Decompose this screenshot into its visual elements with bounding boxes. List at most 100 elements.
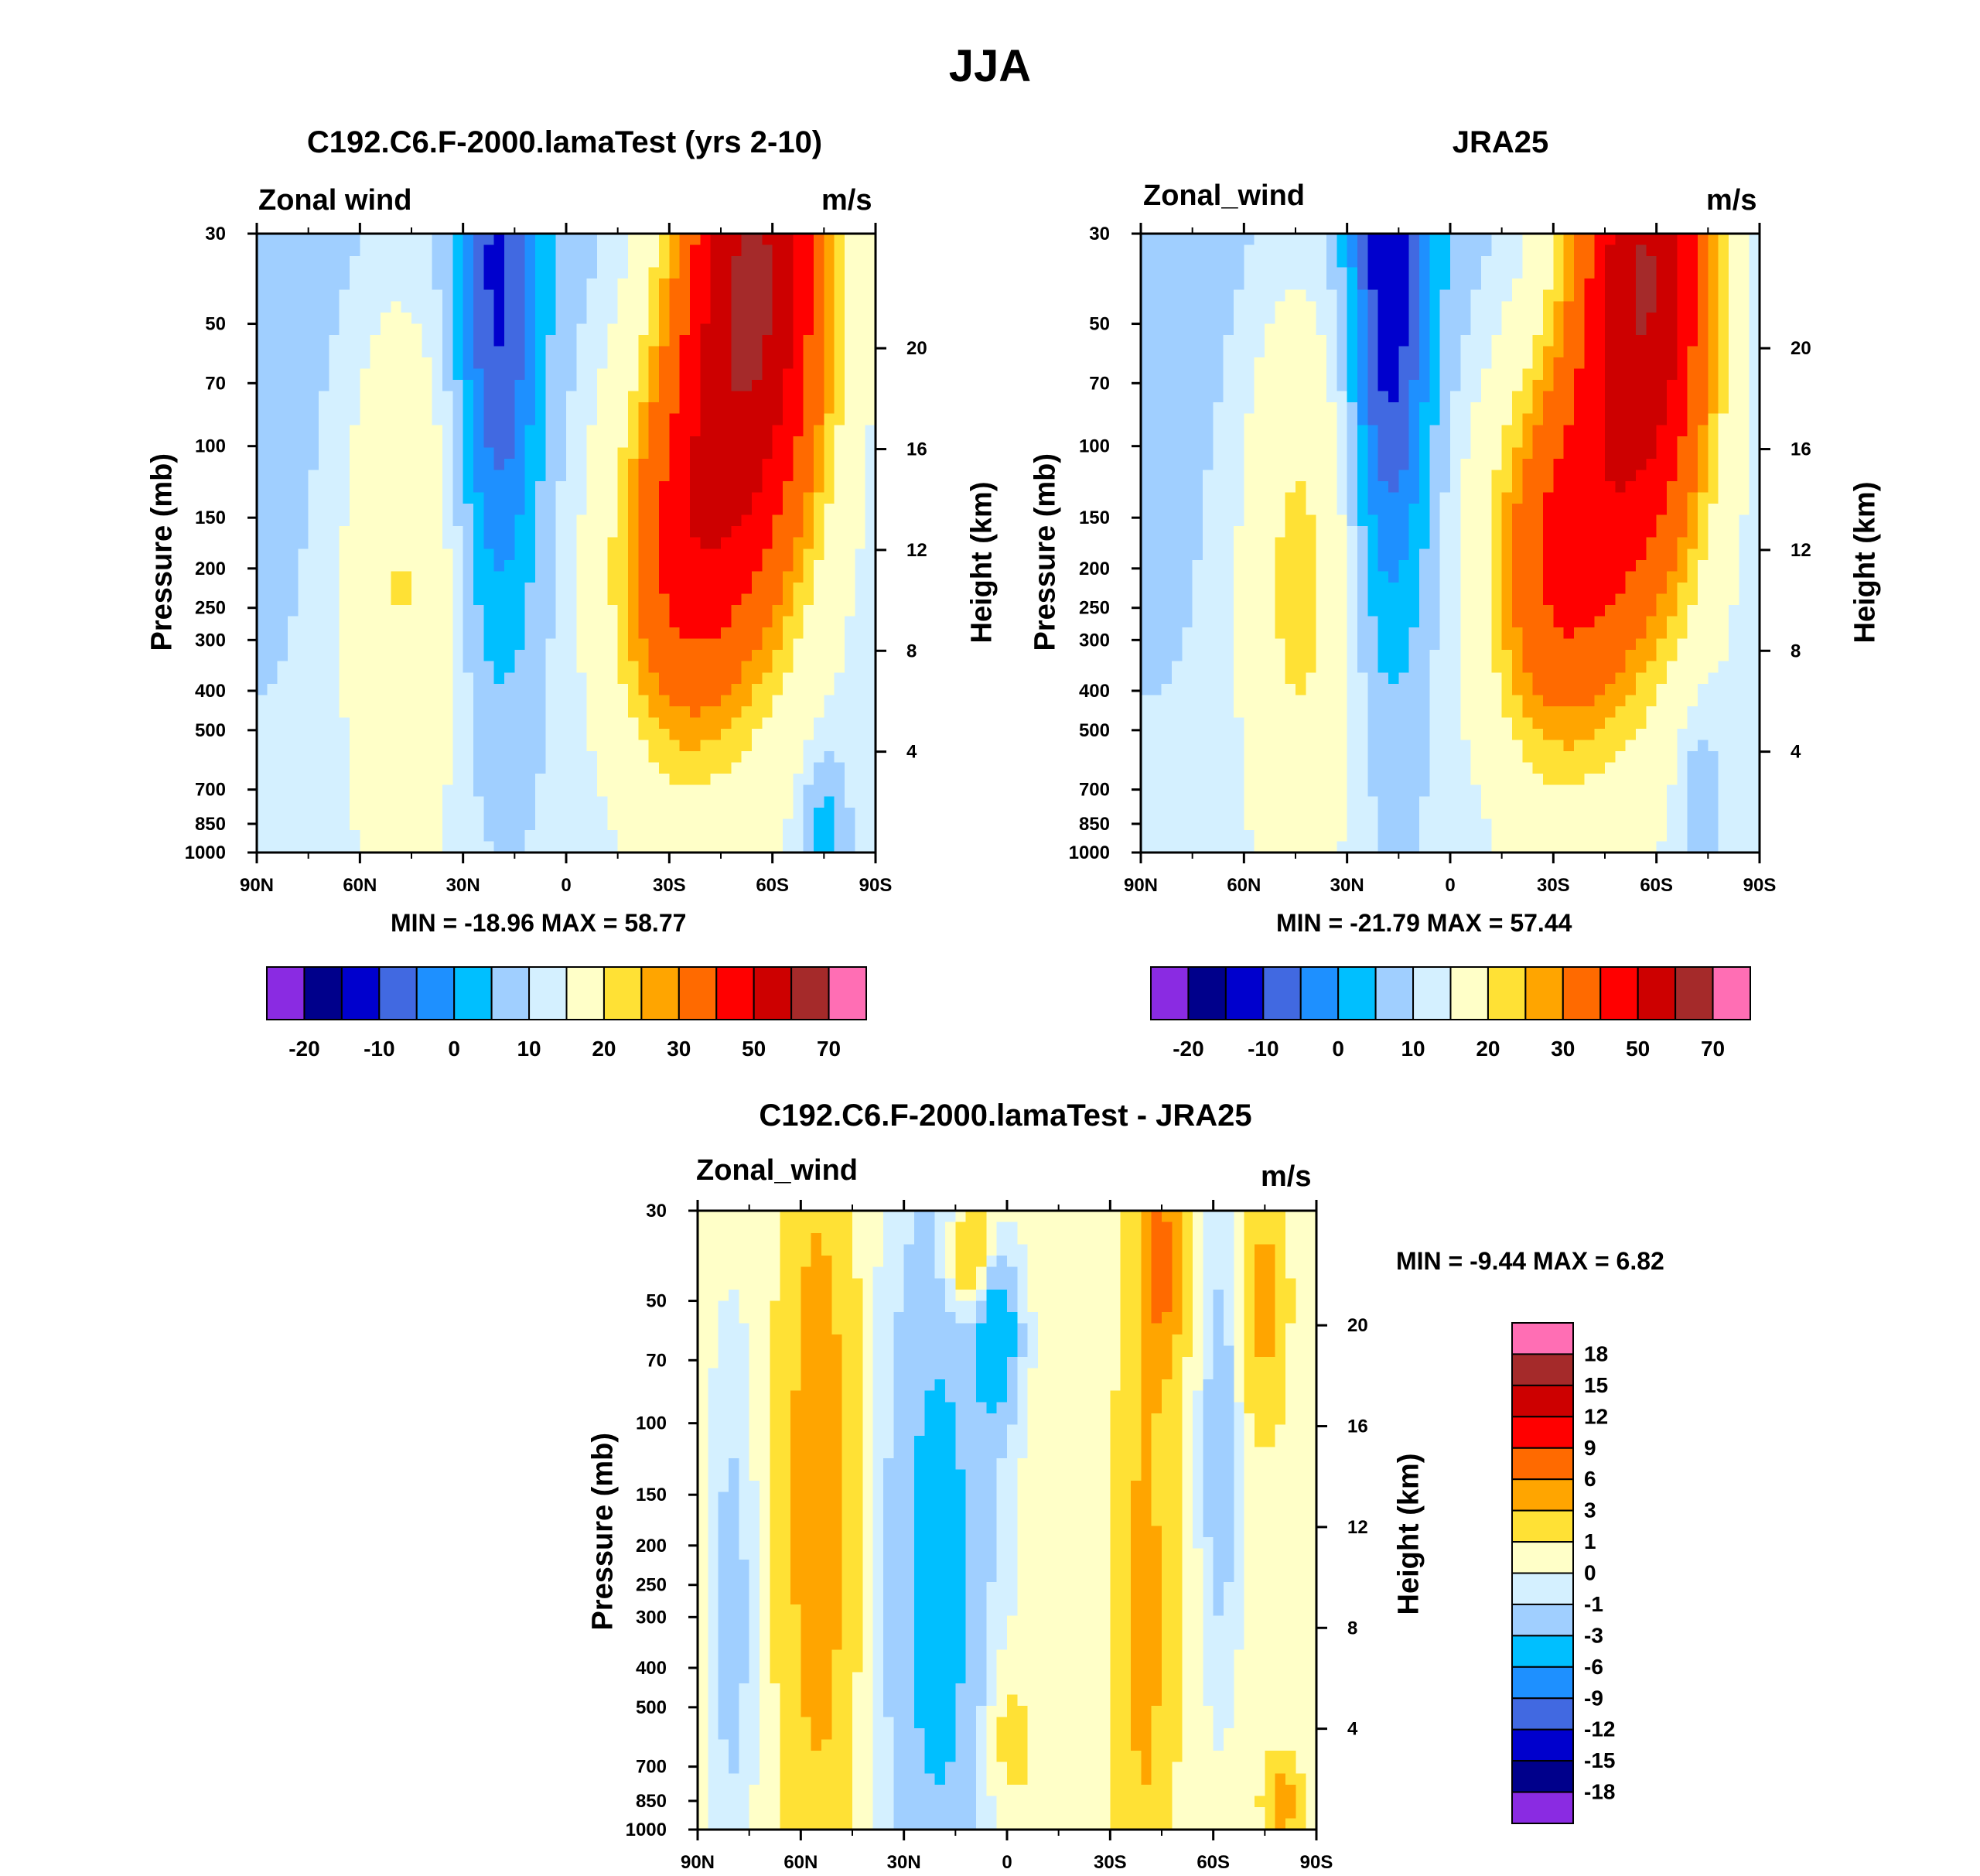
field-cell	[1636, 312, 1647, 324]
field-cell	[793, 504, 804, 516]
field-cell	[411, 514, 422, 527]
field-cell	[267, 559, 278, 572]
field-cell	[586, 683, 598, 695]
field-cell	[803, 729, 814, 741]
field-cell	[1739, 346, 1750, 358]
field-cell	[1161, 447, 1173, 460]
field-cell	[710, 346, 722, 358]
field-cell	[576, 672, 588, 685]
field-cell	[576, 334, 588, 347]
field-cell	[1296, 514, 1306, 527]
field-cell	[1718, 447, 1729, 460]
field-cell	[1553, 357, 1565, 370]
field-cell	[277, 616, 288, 628]
field-cell	[1512, 357, 1523, 370]
field-cell	[845, 807, 855, 819]
field-cell	[370, 661, 381, 673]
field-cell	[524, 357, 536, 370]
field-cell	[535, 729, 546, 741]
field-cell	[628, 526, 639, 538]
field-cell	[721, 323, 732, 336]
field-cell	[504, 841, 515, 853]
field-cell	[638, 526, 650, 538]
field-cell	[319, 740, 329, 752]
field-cell	[617, 425, 629, 437]
field-cell	[1677, 323, 1688, 336]
field-cell	[1151, 380, 1162, 392]
field-cell	[1347, 391, 1358, 403]
field-cell	[267, 380, 278, 392]
field-cell	[1151, 357, 1162, 370]
field-cell	[731, 818, 742, 831]
field-cell	[1481, 289, 1492, 302]
field-cell	[1687, 357, 1698, 370]
field-cell	[473, 244, 484, 257]
field-cell	[1296, 470, 1306, 482]
field-cell	[659, 526, 670, 538]
field-cell	[452, 380, 464, 392]
field-cell	[1213, 244, 1224, 257]
field-cell	[1739, 481, 1750, 494]
field-cell	[422, 334, 433, 347]
field-cell	[690, 650, 701, 662]
field-cell	[1739, 380, 1750, 392]
field-cell	[1141, 402, 1152, 415]
field-cell	[360, 695, 371, 707]
field-cell	[772, 514, 783, 527]
field-cell	[1512, 458, 1523, 471]
field-cell	[1532, 234, 1544, 246]
field-cell	[1553, 425, 1565, 437]
field-cell	[381, 425, 391, 437]
field-cell	[401, 244, 412, 257]
field-cell	[834, 582, 845, 595]
field-cell	[463, 841, 474, 853]
field-cell	[690, 695, 701, 707]
field-cell	[1357, 470, 1368, 482]
field-cell	[381, 526, 391, 538]
field-cell	[1667, 278, 1678, 291]
field-cell	[1275, 346, 1286, 358]
field-cell	[1470, 289, 1482, 302]
field-cell	[1563, 402, 1575, 415]
field-cell	[1388, 413, 1399, 425]
field-cell	[370, 413, 381, 425]
field-cell	[586, 301, 598, 313]
field-cell	[329, 706, 340, 719]
field-cell	[288, 829, 299, 842]
field-cell	[679, 402, 691, 415]
field-cell	[288, 537, 299, 549]
field-cell	[1450, 256, 1461, 268]
field-cell	[1296, 368, 1306, 381]
field-cell	[721, 627, 732, 640]
field-cell	[493, 278, 505, 291]
field-cell	[360, 818, 371, 831]
field-cell	[865, 447, 876, 460]
field-cell	[401, 312, 412, 324]
field-cell	[1543, 312, 1554, 324]
field-cell	[607, 605, 619, 617]
field-cell	[339, 751, 350, 764]
field-cell	[1615, 289, 1627, 302]
field-cell	[442, 774, 453, 786]
field-cell	[493, 425, 505, 437]
field-cell	[1636, 391, 1647, 403]
field-cell	[1408, 470, 1420, 482]
field-cell	[1470, 504, 1482, 516]
field-cell	[329, 774, 340, 786]
field-cell	[1563, 492, 1575, 504]
field-cell	[452, 829, 464, 842]
field-cell	[1203, 368, 1214, 381]
field-cell	[1377, 312, 1389, 324]
field-cell	[586, 470, 598, 482]
field-cell	[1347, 256, 1358, 268]
field-cell	[1646, 458, 1657, 471]
field-cell	[607, 357, 619, 370]
field-cell	[504, 312, 515, 324]
field-cell	[803, 301, 814, 313]
field-cell	[339, 380, 350, 392]
field-cell	[566, 413, 577, 425]
field-cell	[1512, 312, 1523, 324]
field-cell	[1429, 447, 1441, 460]
field-cell	[1275, 380, 1286, 392]
field-cell	[381, 289, 391, 302]
